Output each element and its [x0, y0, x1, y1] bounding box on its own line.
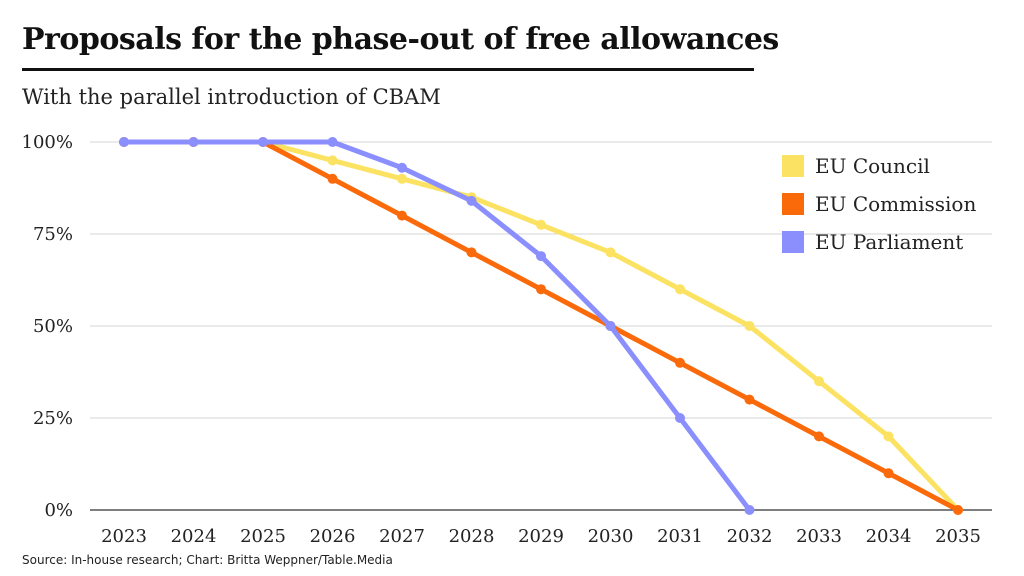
series-eu-parliament — [119, 137, 755, 515]
data-point — [605, 247, 616, 258]
data-point — [327, 137, 338, 147]
legend-label: EU Parliament — [815, 230, 963, 254]
gridlines — [90, 141, 992, 511]
legend-swatch — [782, 155, 804, 177]
data-point — [466, 195, 477, 206]
series-lines — [119, 137, 963, 515]
data-point — [744, 394, 755, 405]
x-tick-label: 2028 — [449, 526, 495, 547]
data-point — [536, 251, 546, 262]
x-tick-label: 2030 — [588, 526, 634, 547]
y-axis: 0% 25% 50% 75% 100% — [22, 132, 73, 521]
data-point — [814, 431, 824, 442]
data-point — [883, 468, 894, 479]
y-tick-label: 100% — [22, 132, 73, 153]
data-point — [744, 321, 755, 331]
data-point — [397, 210, 407, 221]
data-point — [605, 321, 616, 331]
x-tick-label: 2032 — [727, 526, 773, 547]
legend-label: EU Council — [815, 154, 930, 178]
x-axis: 2023 2024 2025 2026 2027 2028 2029 2030 2031 2032… — [101, 526, 981, 547]
legend-label: EU Commission — [815, 192, 976, 216]
x-tick-label: 2027 — [379, 526, 425, 547]
data-point — [119, 137, 129, 147]
data-point — [327, 155, 338, 166]
x-tick-label: 2024 — [171, 526, 217, 547]
data-point — [397, 173, 407, 184]
data-point — [744, 505, 755, 515]
data-point — [258, 137, 268, 147]
x-tick-label: 2023 — [101, 526, 147, 547]
legend-swatch — [782, 231, 804, 253]
y-tick-label: 50% — [33, 316, 73, 337]
data-point — [814, 376, 824, 387]
data-point — [397, 162, 407, 173]
data-point — [675, 357, 685, 368]
data-point — [675, 284, 685, 295]
legend-swatch — [782, 193, 804, 215]
y-tick-label: 0% — [44, 500, 73, 521]
x-tick-label: 2031 — [657, 526, 703, 547]
chart-subtitle: With the parallel introduction of CBAM — [22, 85, 441, 109]
data-point — [536, 284, 546, 295]
title-underline — [22, 68, 754, 71]
source-note: Source: In-house research; Chart: Britta… — [22, 553, 393, 567]
x-tick-label: 2029 — [518, 526, 564, 547]
data-point — [327, 173, 338, 184]
data-point — [883, 431, 894, 442]
x-tick-label: 2026 — [310, 526, 356, 547]
y-tick-label: 25% — [33, 408, 73, 429]
x-tick-label: 2025 — [240, 526, 286, 547]
data-point — [188, 137, 199, 147]
data-point — [466, 247, 477, 258]
x-tick-label: 2033 — [796, 526, 842, 547]
series-line — [121, 139, 752, 513]
data-point — [536, 219, 546, 230]
chart-title: Proposals for the phase-out of free allo… — [22, 22, 779, 57]
x-tick-label: 2034 — [866, 526, 912, 547]
data-point — [953, 505, 963, 515]
y-tick-label: 75% — [33, 224, 73, 245]
legend: EU Council EU Commission EU Parliament — [782, 154, 976, 254]
data-point — [675, 413, 685, 423]
x-tick-label: 2035 — [935, 526, 981, 547]
